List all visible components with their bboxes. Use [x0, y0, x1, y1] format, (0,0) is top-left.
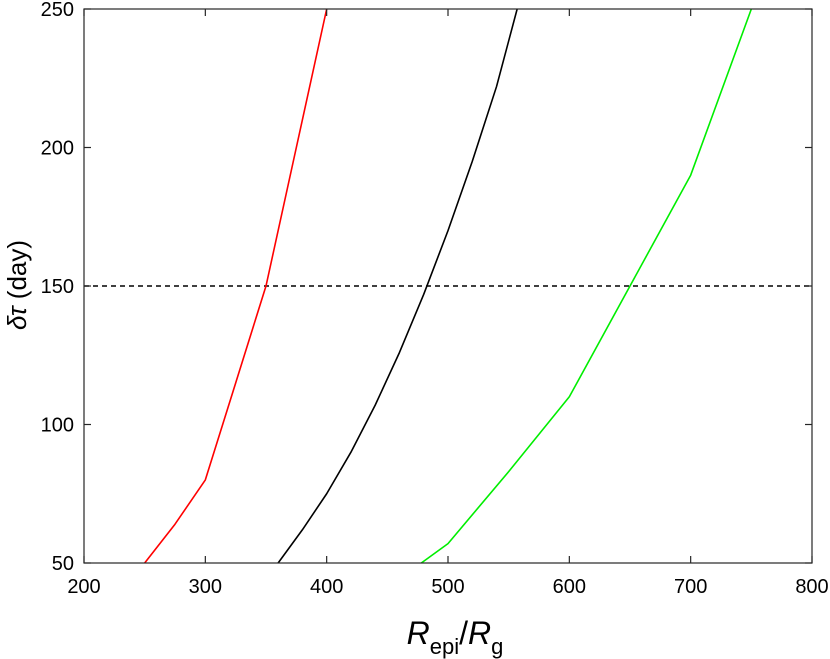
x-tick-label: 800: [795, 576, 828, 598]
x-axis-label-slash: /: [459, 615, 468, 651]
y-tick-label: 250: [41, 0, 74, 21]
x-axis-label-sub2: g: [491, 634, 503, 659]
plot-area: [84, 8, 812, 564]
y-tick-label: 200: [41, 138, 74, 160]
x-tick-label: 600: [553, 576, 586, 598]
x-tick-label: 200: [67, 576, 100, 598]
x-axis-label: Repi/Rg: [407, 615, 504, 659]
y-axis-label-unit: (day): [2, 240, 32, 306]
x-axis: 200 300 400 500 600 700 800: [67, 9, 829, 598]
y-tick-label: 50: [52, 553, 74, 575]
y-tick-label: 100: [41, 415, 74, 437]
series-line-1: [277, 8, 518, 564]
series-line-2: [420, 8, 753, 564]
x-axis-label-main: R: [407, 615, 430, 651]
x-axis-label-sub: epi: [430, 634, 459, 659]
x-tick-label: 700: [674, 576, 707, 598]
y-axis-label: δτ (day): [2, 240, 32, 330]
y-axis-label-symbol: δτ: [2, 304, 32, 330]
x-tick-label: 300: [189, 576, 222, 598]
y-axis: 50 100 150 200 250: [41, 0, 812, 575]
series-line-0: [144, 8, 328, 564]
y-tick-label: 150: [41, 276, 74, 298]
x-tick-label: 500: [431, 576, 464, 598]
x-axis-label-main2: R: [468, 615, 491, 651]
x-tick-label: 400: [310, 576, 343, 598]
